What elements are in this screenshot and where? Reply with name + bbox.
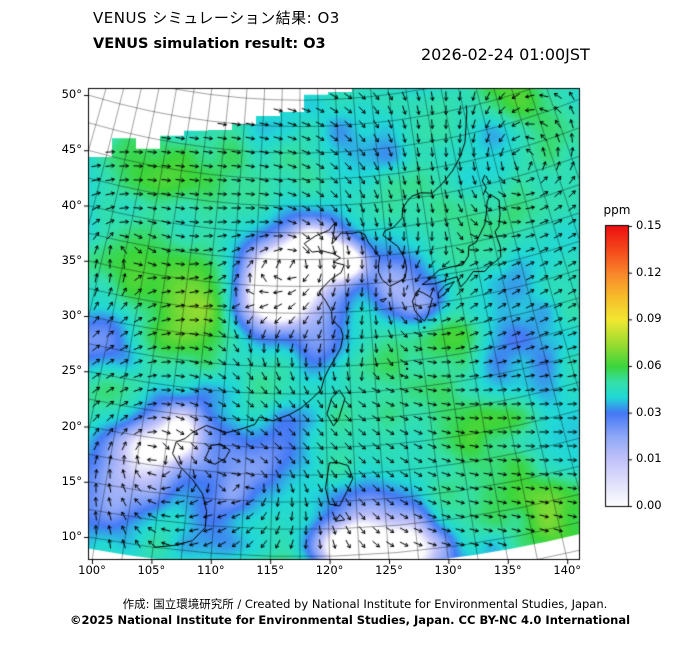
colorbar-tick-label: 0.01: [636, 451, 662, 466]
x-axis-tick-label: 130°: [434, 563, 463, 577]
colorbar-tick-label: 0.03: [636, 404, 662, 419]
x-axis-tick-label: 140°: [553, 563, 582, 577]
y-axis-tick-label: 35°: [61, 252, 82, 267]
y-axis-tick-label: 50°: [61, 87, 82, 101]
x-axis-tick-label: 105°: [137, 563, 166, 577]
x-axis-tick-label: 115°: [256, 563, 285, 577]
y-axis-tick-label: 30°: [61, 308, 82, 322]
colorbar-tick-label: 0.00: [636, 498, 662, 512]
colorbar-units-label: ppm: [603, 203, 631, 217]
colorbar-tick-label: 0.06: [636, 358, 662, 372]
x-axis-tick-label: 110°: [196, 563, 225, 577]
colorbar-tick-label: 0.12: [636, 264, 662, 279]
page-title-japanese: VENUS シミュレーション結果: O3: [93, 9, 340, 27]
y-axis-tick-label: 15°: [61, 473, 82, 488]
y-axis-tick-label: 45°: [61, 142, 82, 157]
colorbar-tick-label: 0.15: [636, 218, 662, 232]
x-axis-tick-label: 135°: [493, 563, 522, 577]
x-axis-tick-label: 120°: [315, 563, 344, 577]
valid-time-label: 2026-02-24 01:00JST: [421, 45, 590, 64]
colorbar-tick-label: 0.09: [636, 311, 662, 326]
page-title-english: VENUS simulation result: O3: [93, 36, 326, 52]
footer-credit: 作成: 国立環境研究所 / Created by National Instit…: [122, 597, 608, 611]
y-axis-tick-label: 25°: [61, 363, 82, 378]
y-axis-tick-label: 20°: [61, 418, 82, 433]
x-axis-tick-label: 100°: [78, 563, 106, 577]
y-axis-tick-label: 10°: [61, 529, 82, 543]
y-axis-tick-label: 40°: [61, 197, 82, 212]
footer-license: ©2025 National Institute for Environment…: [69, 613, 631, 627]
x-axis-tick-label: 125°: [375, 563, 403, 577]
